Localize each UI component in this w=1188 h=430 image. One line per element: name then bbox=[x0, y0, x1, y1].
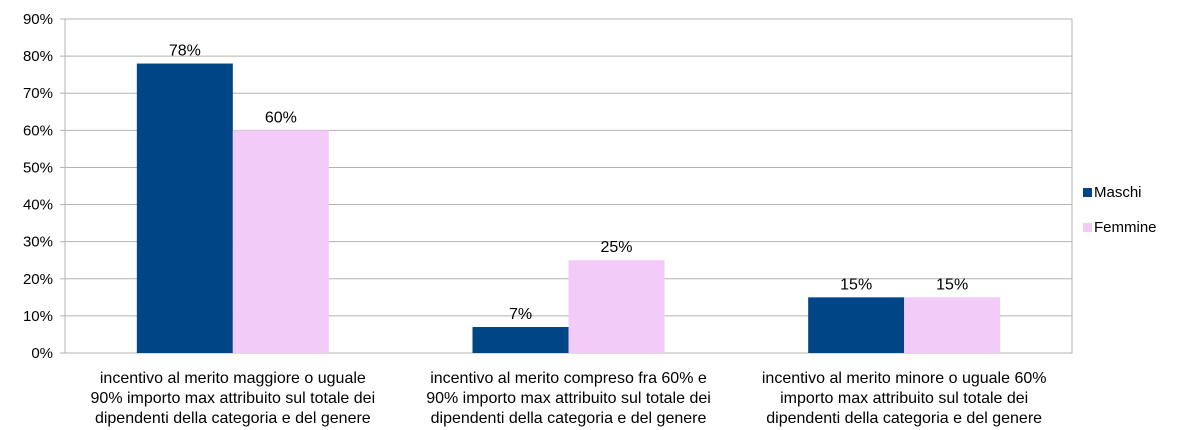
data-label: 60% bbox=[265, 109, 297, 126]
data-labels: 78% 60% 7% 25% 15% 15% bbox=[169, 43, 968, 323]
x-category-label: dipendenti della categoria e del genere bbox=[766, 410, 1042, 427]
legend: Maschi Femmine bbox=[1083, 184, 1157, 236]
x-category-label: 90% importo max attribuito sul totale de… bbox=[426, 390, 711, 407]
bar-femmine bbox=[232, 130, 329, 353]
x-category-label: dipendenti della categoria e del genere bbox=[431, 410, 707, 427]
y-tick-label: 30% bbox=[23, 234, 53, 251]
bar-maschi bbox=[472, 327, 569, 353]
y-tick-label: 90% bbox=[23, 11, 53, 28]
data-label: 25% bbox=[600, 239, 632, 256]
y-tick-label: 40% bbox=[23, 197, 53, 214]
x-category-label: importo max attribuito sul totale dei bbox=[780, 390, 1028, 407]
bar-femmine bbox=[904, 297, 1001, 353]
y-tick-label: 70% bbox=[23, 85, 53, 102]
x-category-label: dipendenti della categoria e del genere bbox=[95, 410, 371, 427]
y-tick-label: 50% bbox=[23, 159, 53, 176]
data-label: 15% bbox=[840, 276, 872, 293]
y-tick-label: 20% bbox=[23, 271, 53, 288]
x-category-label: 90% importo max attribuito sul totale de… bbox=[91, 390, 376, 407]
data-label: 7% bbox=[509, 306, 532, 323]
legend-label-femmine: Femmine bbox=[1094, 219, 1157, 236]
y-tick-label: 80% bbox=[23, 48, 53, 65]
x-axis-labels: incentivo al merito maggiore o uguale 90%… bbox=[91, 370, 1047, 427]
bar-maschi bbox=[136, 63, 233, 354]
x-category-label: incentivo al merito compreso fra 60% e bbox=[430, 370, 707, 387]
legend-swatch-maschi bbox=[1083, 188, 1092, 197]
bar-maschi bbox=[808, 297, 905, 353]
bars bbox=[136, 63, 1001, 354]
y-axis-ticks: 0% 10% 20% 30% 40% 50% 60% 70% 80% 90% bbox=[23, 11, 53, 362]
data-label: 15% bbox=[936, 276, 968, 293]
y-tick-label: 0% bbox=[31, 345, 53, 362]
legend-label-maschi: Maschi bbox=[1094, 184, 1142, 201]
x-category-label: incentivo al merito minore o uguale 60% bbox=[762, 370, 1047, 387]
bar-femmine bbox=[568, 260, 665, 353]
legend-swatch-femmine bbox=[1083, 223, 1092, 232]
x-category-label: incentivo al merito maggiore o uguale bbox=[100, 370, 366, 387]
y-tick-label: 10% bbox=[23, 308, 53, 325]
y-tick-label: 60% bbox=[23, 122, 53, 139]
data-label: 78% bbox=[169, 43, 201, 60]
